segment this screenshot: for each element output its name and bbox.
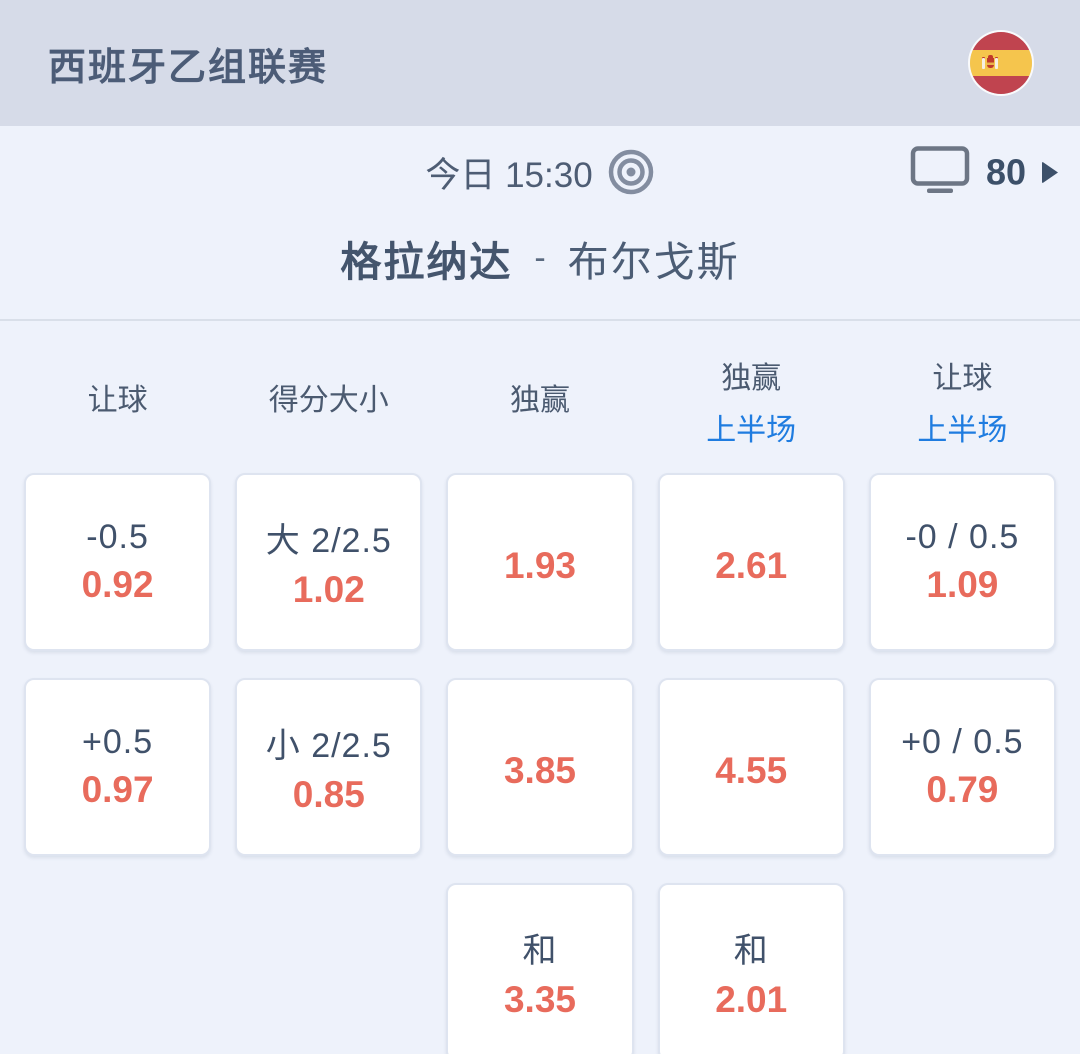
odds-cell-moneyline-fh-draw[interactable]: 和 2.01 [657,883,845,1054]
odds-cell-moneyline-draw[interactable]: 和 3.35 [446,883,634,1054]
column-header-total-points: 得分大小 [268,384,389,417]
league-title: 西班牙乙组联赛 [48,46,329,89]
away-team-name: 布尔戈斯 [567,239,740,285]
bullseye-icon [607,148,655,196]
odds-cell-handicap-home[interactable]: -0.5 0.92 [24,473,212,651]
odds-cell-moneyline-fh-away[interactable]: 4.55 [657,678,845,856]
column-header-handicap: 让球 [87,384,148,417]
odds-cell-total-over[interactable]: 大 2/2.5 1.02 [235,473,423,651]
column-header-moneyline-firsthalf: 独赢 上半场 [706,362,797,447]
match-title: 格拉纳达 - 布尔戈斯 [0,218,1080,298]
column-header-moneyline: 独赢 [509,384,570,417]
odds-cell-moneyline-away[interactable]: 3.85 [446,678,634,856]
odds-cell-total-under[interactable]: 小 2/2.5 0.85 [235,678,423,856]
stream-button[interactable]: 80 [910,146,1058,199]
odds-section: 让球 得分大小 独赢 独赢 上半场 让球 上半场 -0.5 0.92 大 2/2… [0,321,1080,1054]
home-team-name: 格拉纳达 [340,239,513,285]
tv-icon [910,146,970,199]
kickoff-time: 今日 15:30 [425,155,593,195]
column-header-handicap-firsthalf: 让球 上半场 [917,362,1008,447]
stream-count: 80 [985,151,1026,192]
odds-cell-moneyline-fh-home[interactable]: 2.61 [657,473,845,651]
flag-emblem [982,55,998,71]
league-header-bar: 西班牙乙组联赛 [0,0,1080,126]
spain-flag-icon [970,32,1032,94]
chevron-right-icon [1042,161,1058,183]
team-separator: - [534,238,546,277]
odds-cards-grid: -0.5 0.92 大 2/2.5 1.02 1.93 2.61 -0 / 0.… [24,473,1056,1054]
kickoff-group: 今日 15:30 [425,147,654,198]
odds-column-headers: 让球 得分大小 独赢 独赢 上半场 让球 上半场 [24,353,1056,449]
odds-cell-handicap-away[interactable]: +0.5 0.97 [24,678,212,856]
odds-cell-handicap-fh-away[interactable]: +0 / 0.5 0.79 [868,678,1056,856]
odds-cell-handicap-fh-home[interactable]: -0 / 0.5 1.09 [868,473,1056,651]
match-meta-row: 今日 15:30 80 [0,126,1080,218]
section-divider [0,319,1080,321]
odds-cell-moneyline-home[interactable]: 1.93 [446,473,634,651]
